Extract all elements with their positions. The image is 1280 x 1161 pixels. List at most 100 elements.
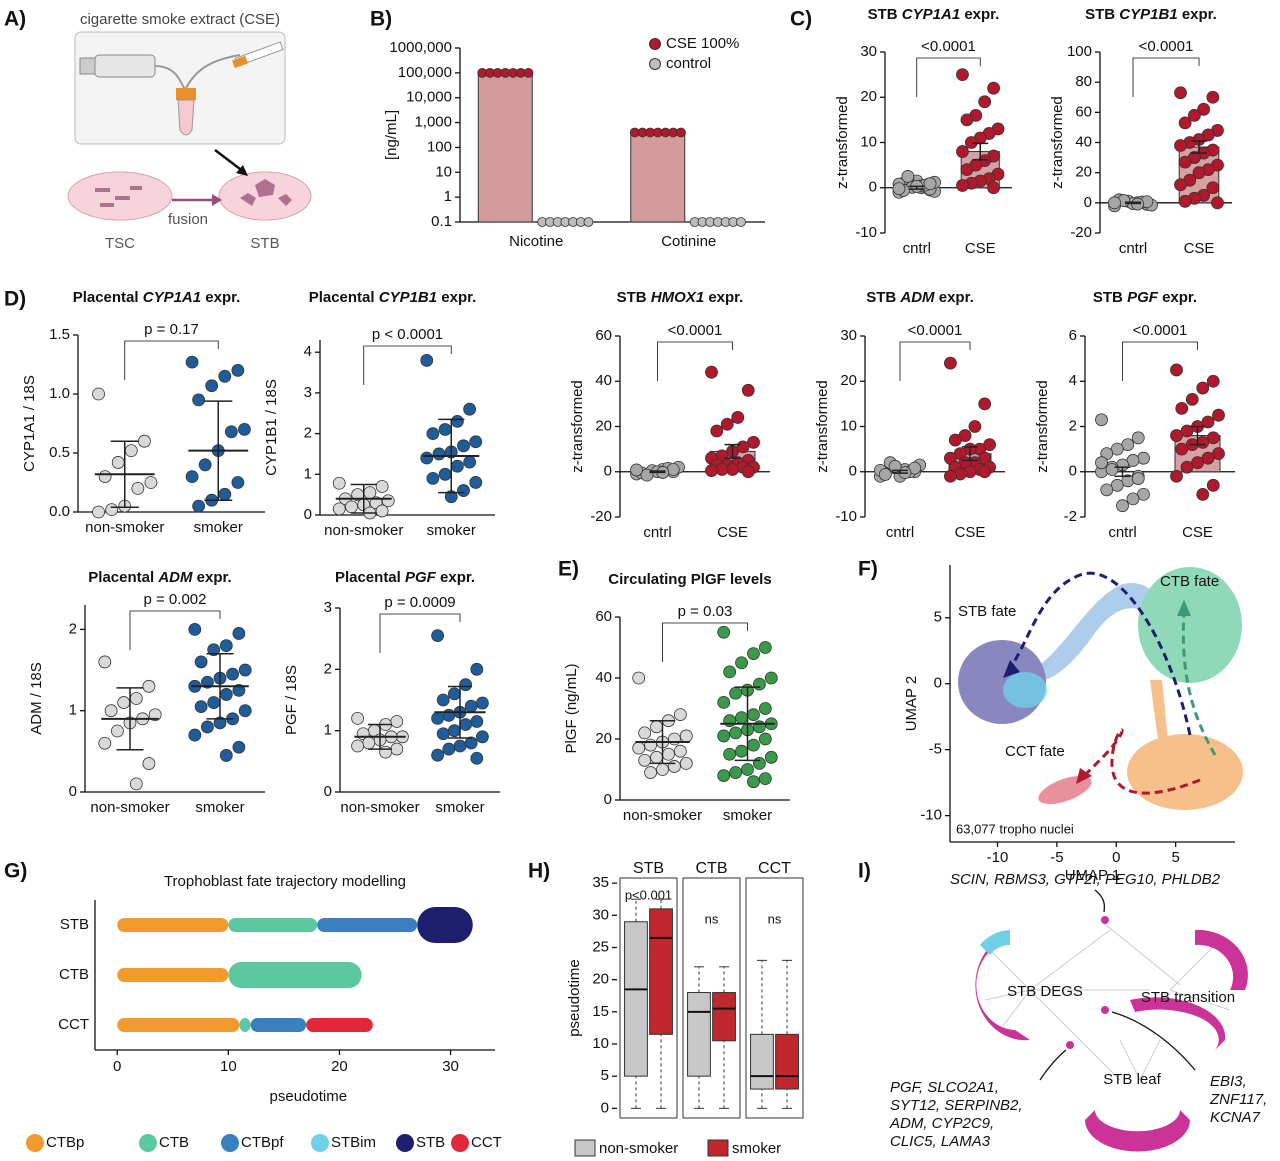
legend-marker <box>396 1134 414 1152</box>
bracket <box>657 341 733 381</box>
data-point <box>715 463 729 476</box>
data-point <box>420 353 434 367</box>
data-point <box>1196 487 1210 501</box>
data-point <box>463 455 477 469</box>
chart-title: Trophoblast fate trajectory modelling <box>164 873 406 890</box>
y-tick-label: 0 <box>604 791 612 808</box>
y-tick-label: 0 <box>69 783 77 800</box>
data-point <box>673 708 687 721</box>
data-point <box>630 463 643 477</box>
legend-label: CCT <box>471 1134 502 1151</box>
data-point <box>98 736 112 750</box>
y-tick-label: 10 <box>435 163 452 180</box>
y-tick-label: 0 <box>604 463 612 480</box>
legend-label: STBim <box>331 1134 376 1151</box>
data-point <box>218 369 232 383</box>
title-part: expr. <box>1158 289 1197 306</box>
title-part: STB <box>617 289 651 306</box>
data-point <box>1206 90 1220 104</box>
gene-list: KCNA7 <box>1210 1109 1261 1126</box>
data-point <box>470 715 484 728</box>
y-tick-label: 1 <box>304 465 312 482</box>
y-tick-label: 0.1 <box>431 213 452 230</box>
title-part: ADM <box>899 289 935 306</box>
bracket <box>662 622 748 662</box>
annotation: p<0.001 <box>625 887 672 902</box>
data-point <box>747 738 760 752</box>
data-point <box>231 363 245 377</box>
gene-node <box>1066 1041 1074 1049</box>
facet-frame <box>682 877 741 1119</box>
y-tick-label: 1,000 <box>414 114 452 131</box>
data-point <box>1187 108 1201 122</box>
chart-title: Circulating PlGF levels <box>608 571 771 588</box>
y-tick-label: 0.0 <box>49 503 70 520</box>
data-point <box>758 702 772 715</box>
fan <box>980 930 1010 955</box>
legend-marker <box>574 1139 596 1157</box>
data-point <box>148 708 162 722</box>
bracket <box>1132 57 1200 97</box>
data-point <box>232 683 246 697</box>
chart-title: STB CYP1B1 expr. <box>1085 6 1217 23</box>
title-part: expr. <box>935 289 974 306</box>
data-point <box>923 177 937 191</box>
data-point <box>436 693 450 707</box>
x-tick-label: 0 <box>1112 849 1120 866</box>
arrowhead <box>1003 660 1020 678</box>
title-part: expr. <box>960 6 999 23</box>
box <box>649 908 673 1035</box>
data-point <box>469 476 483 489</box>
gene-list: CLIC5, LAMA3 <box>890 1133 991 1150</box>
data-point <box>656 763 669 776</box>
title-part: Placental <box>88 569 158 586</box>
data-point <box>332 502 346 516</box>
data-point <box>723 665 737 679</box>
data-point <box>188 622 202 636</box>
title-part: STB <box>1085 6 1119 23</box>
x-tick-label: non-smoker <box>90 799 169 816</box>
panel-label: H) <box>528 860 550 883</box>
data-point <box>987 181 1000 195</box>
title-part: expr. <box>436 569 475 586</box>
data-point <box>1105 463 1119 476</box>
title-part: expr. <box>437 289 476 306</box>
x-tick-label: smoker <box>435 799 484 816</box>
data-point <box>231 476 245 489</box>
y-tick-label: 20 <box>595 730 612 747</box>
data-point <box>351 739 365 753</box>
data-point <box>457 484 470 497</box>
data-point <box>729 766 742 779</box>
title-part: Placental <box>335 569 405 586</box>
data-point <box>668 760 681 773</box>
box <box>712 992 736 1042</box>
data-point <box>1185 392 1199 406</box>
syringe <box>94 54 156 78</box>
data-point <box>111 724 124 738</box>
y-tick-label: 1000,000 <box>389 39 452 56</box>
data-point <box>188 728 202 742</box>
data-point <box>679 757 693 770</box>
data-point <box>736 217 746 227</box>
stb-cells <box>240 179 292 206</box>
node-label: STB DEGS <box>1007 983 1083 1000</box>
tube <box>154 54 241 91</box>
x-tick-label: CSE <box>717 524 748 541</box>
data-point <box>457 439 470 453</box>
data-point <box>1108 196 1121 210</box>
umap-clusters <box>958 567 1243 810</box>
gene-node <box>1101 916 1109 924</box>
data-point <box>705 464 718 478</box>
data-point <box>436 727 450 741</box>
data-point <box>92 387 105 401</box>
data-point <box>710 424 724 438</box>
data-point <box>431 748 445 762</box>
data-point <box>1175 401 1189 415</box>
data-point <box>1170 469 1183 483</box>
data-point <box>98 655 112 669</box>
data-point <box>978 397 992 411</box>
data-point <box>747 647 760 660</box>
data-point <box>205 379 219 393</box>
data-point <box>1212 408 1225 422</box>
x-tick-label: Nicotine <box>509 233 563 250</box>
